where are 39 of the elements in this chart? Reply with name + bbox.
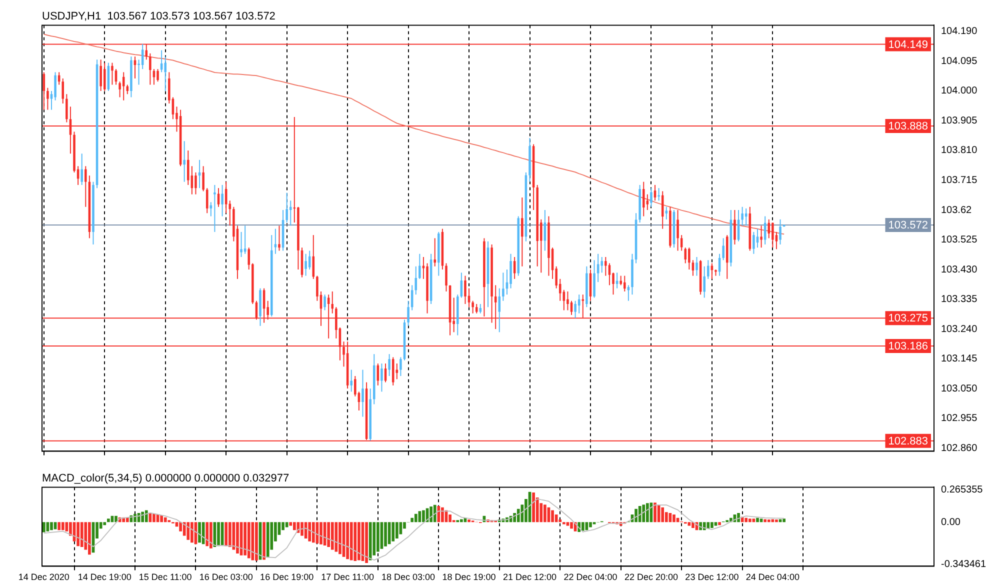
y-tick-label: 104.000: [941, 86, 978, 97]
y-tick-label: 104.190: [941, 26, 978, 38]
y-tick-label: 103.905: [941, 115, 978, 126]
ref-line-label: 103.572: [888, 220, 928, 232]
y-tick-label: 103.335: [941, 294, 978, 306]
x-tick-label: 18 Dec 19:00: [442, 572, 496, 582]
y-tick-label: 103.62: [941, 204, 972, 216]
x-tick-label: 22 Dec 04:00: [564, 572, 618, 582]
y-tick-label: 102.955: [941, 413, 978, 424]
ref-line-label: 103.888: [888, 120, 928, 133]
y-tick-label: 103.810: [941, 145, 978, 156]
y-tick-label: 102.860: [941, 442, 978, 454]
y-tick-label: 103.240: [941, 324, 978, 335]
y-tick-label: 0.265355: [941, 484, 984, 496]
y-tick-label: 0.00: [941, 516, 961, 528]
chart-title: MACD_color(5,34,5) 0.000000 0.000000 0.032977: [42, 472, 290, 485]
x-tick-label: 16 Dec 03:00: [199, 572, 253, 582]
ref-line-label: 104.149: [888, 38, 928, 51]
x-tick-label: 24 Dec 04:00: [746, 572, 800, 582]
ref-line-label: 103.275: [888, 312, 928, 325]
y-tick-label: 104.095: [941, 56, 978, 67]
x-tick-label: 14 Dec 19:00: [78, 572, 132, 582]
ref-line-label: 103.186: [888, 340, 928, 352]
x-tick-label: 18 Dec 03:00: [382, 572, 436, 582]
x-tick-label: 15 Dec 11:00: [138, 572, 192, 582]
y-tick-label: 103.050: [941, 383, 978, 394]
y-tick-label: 103.525: [941, 234, 978, 246]
x-tick-label: 22 Dec 20:00: [624, 572, 678, 582]
x-tick-label: 14 Dec 2020: [18, 572, 70, 582]
x-tick-label: 16 Dec 19:00: [260, 572, 314, 582]
y-tick-label: 103.430: [941, 264, 978, 276]
ref-line-label: 102.883: [888, 435, 928, 448]
y-tick-label: 103.145: [941, 354, 978, 365]
x-tick-label: 17 Dec 11:00: [321, 572, 374, 582]
x-tick-label: 23 Dec 12:00: [685, 572, 739, 582]
y-tick-label: 103.715: [941, 175, 978, 186]
chart-title: USDJPY,H1 103.567 103.573 103.567 103.572: [42, 10, 276, 23]
x-tick-label: 21 Dec 12:00: [502, 572, 557, 582]
y-tick-label: -0.343461: [941, 558, 986, 570]
